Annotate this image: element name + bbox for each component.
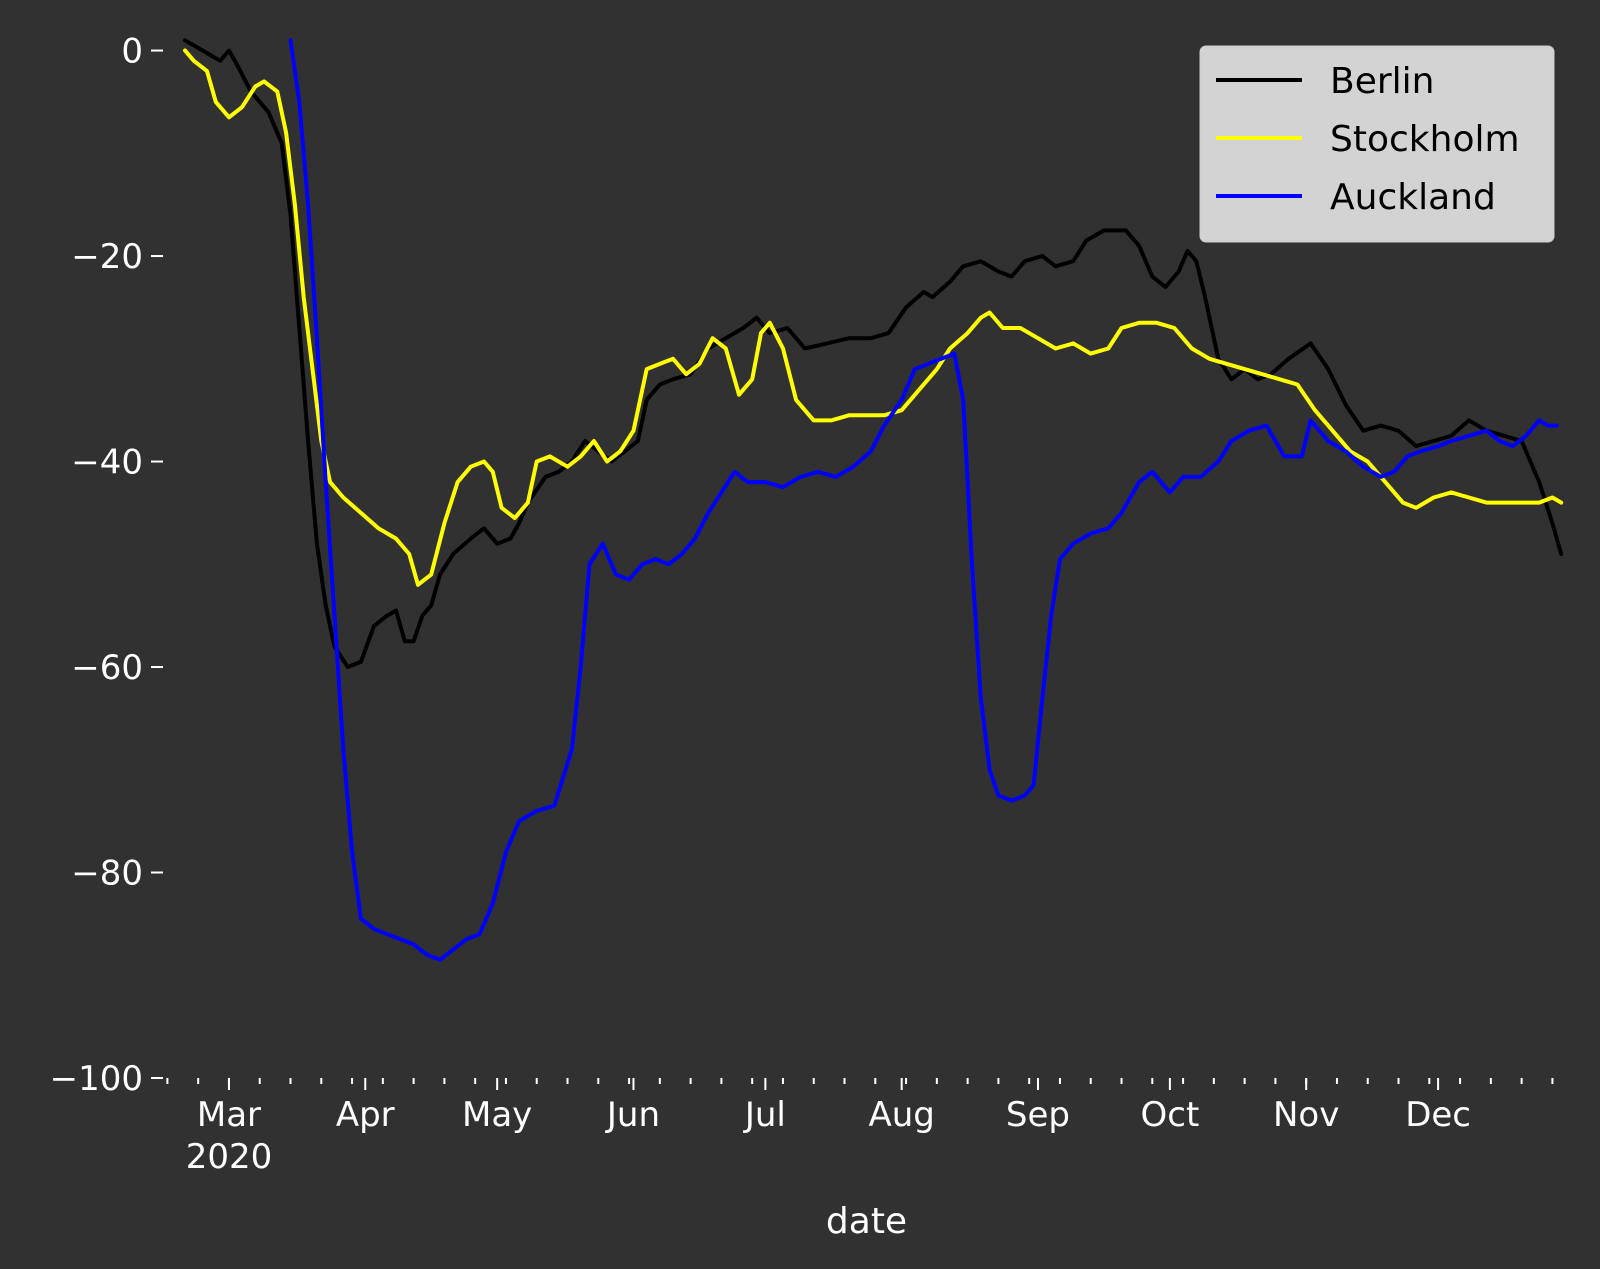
x-tick-year-label: 2020 (186, 1137, 273, 1177)
x-tick-label: Aug (868, 1095, 934, 1135)
legend-label-auckland: Auckland (1330, 177, 1496, 218)
legend: Berlin Stockholm Auckland (1199, 45, 1555, 243)
x-axis-title: date (826, 1201, 907, 1242)
x-tick-label: May (462, 1095, 532, 1135)
series-line-stockholm (183, 48, 1564, 587)
x-tick-label: Sep (1006, 1095, 1070, 1135)
legend-box (1199, 45, 1555, 243)
x-tick-label: Nov (1273, 1095, 1339, 1135)
x-tick-label: Jun (605, 1095, 660, 1135)
series-line-auckland (288, 38, 1559, 962)
x-tick-label: Apr (336, 1095, 395, 1135)
legend-label-berlin: Berlin (1330, 61, 1434, 102)
series-line-berlin (183, 38, 1564, 669)
plot-lines (183, 38, 1564, 962)
y-tick-label: −60 (71, 648, 143, 688)
x-tick-label: Dec (1405, 1095, 1471, 1135)
y-tick-label: −80 (71, 854, 143, 894)
y-tick-label: 0 (121, 32, 143, 72)
x-tick-label: Oct (1140, 1095, 1199, 1135)
x-tick-label: Jul (743, 1095, 786, 1135)
y-tick-label: −20 (71, 237, 143, 277)
x-tick-label: Mar (197, 1095, 261, 1135)
legend-label-stockholm: Stockholm (1330, 119, 1520, 160)
y-axis: 0 −20 −40 −60 −80 −100 (50, 32, 163, 1099)
y-tick-label: −40 (71, 443, 143, 483)
y-tick-label: −100 (50, 1059, 143, 1099)
